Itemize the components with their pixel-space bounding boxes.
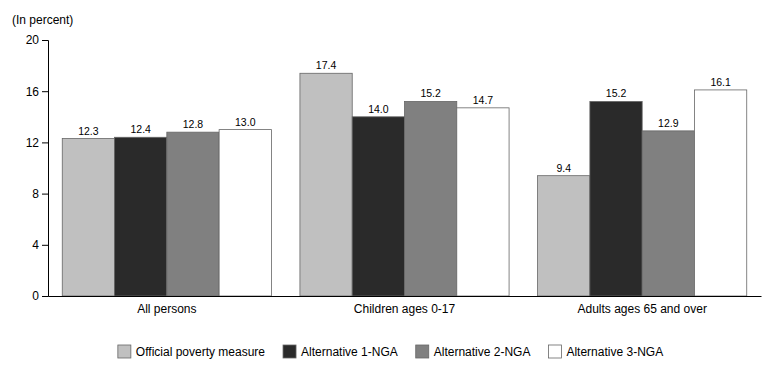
data-label: 15.2	[606, 87, 627, 99]
data-label: 16.1	[710, 76, 731, 88]
data-label: 12.9	[658, 117, 679, 129]
legend-label: Alternative 2-NGA	[434, 345, 531, 359]
y-tick: 12	[26, 136, 48, 150]
y-tick-mark	[42, 194, 48, 195]
x-tick-label: All persons	[137, 302, 196, 316]
data-label: 12.8	[183, 118, 204, 130]
bar	[219, 130, 271, 296]
bar	[62, 139, 114, 296]
y-tick: 0	[32, 289, 48, 303]
data-labels: 12.3 17.4 9.4 12.4 14.0 15.2 12.8 15.2 12.9 13.0 1…	[78, 59, 731, 173]
bar	[694, 90, 746, 296]
legend-label: Alternative 1-NGA	[301, 345, 398, 359]
data-label: 12.4	[130, 123, 151, 135]
x-axis-line	[49, 296, 762, 297]
legend-label: Official poverty measure	[136, 345, 265, 359]
bar	[590, 101, 642, 296]
y-tick: 16	[26, 85, 48, 99]
bar	[115, 137, 167, 296]
bar	[457, 108, 509, 296]
y-tick-label: 16	[26, 85, 40, 99]
y-tick-label: 20	[26, 33, 40, 47]
data-label: 14.7	[473, 94, 494, 106]
legend: Official poverty measure Alternative 1-NG…	[118, 345, 663, 359]
legend-swatch	[416, 345, 429, 358]
data-label: 14.0	[368, 103, 389, 115]
x-tick: Adults ages 65 and over	[577, 302, 706, 316]
x-tick: Children ages 0-17	[354, 302, 456, 316]
y-axis-line	[42, 41, 49, 297]
y-tick-label: 0	[32, 289, 39, 303]
legend-item: Alternative 2-NGA	[416, 345, 531, 359]
y-tick-label: 8	[32, 187, 39, 201]
bars	[62, 73, 746, 296]
bar	[167, 132, 219, 296]
data-label: 15.2	[420, 87, 441, 99]
bar	[352, 117, 404, 296]
chart: 12.3 17.4 9.4 12.4 14.0 15.2 12.8 15.2 12.9 13.0 1…	[0, 0, 781, 368]
legend-swatch	[548, 345, 561, 358]
x-axis: All persons Children ages 0-17 Adults ages…	[49, 297, 762, 316]
y-tick: 4	[32, 238, 48, 252]
bar	[538, 176, 590, 296]
legend-label: Alternative 3-NGA	[566, 345, 663, 359]
y-tick-mark	[42, 91, 48, 92]
y-tick: 20	[26, 33, 48, 47]
legend-swatch	[118, 345, 131, 358]
y-tick: 8	[32, 187, 48, 201]
data-label: 12.3	[78, 125, 99, 137]
y-tick-label: 12	[26, 136, 40, 150]
data-label: 13.0	[235, 116, 256, 128]
bar	[300, 73, 352, 296]
x-tick-label: Adults ages 65 and over	[577, 302, 706, 316]
y-tick-label: 4	[32, 238, 39, 252]
plot: 12.3 17.4 9.4 12.4 14.0 15.2 12.8 15.2 12.9 13.0 1…	[26, 33, 762, 315]
y-axis-label: (In percent)	[12, 13, 73, 27]
legend-item: Alternative 1-NGA	[283, 345, 398, 359]
y-tick-mark	[42, 245, 48, 246]
y-axis: 0 4 8 12 16 20	[26, 33, 49, 303]
data-label: 17.4	[316, 59, 337, 71]
y-tick-mark	[42, 296, 48, 297]
y-tick-mark	[42, 40, 48, 41]
data-label: 9.4	[556, 162, 571, 174]
legend-swatch	[283, 345, 296, 358]
bar	[405, 101, 457, 296]
y-tick-mark	[42, 142, 48, 143]
x-tick: All persons	[137, 302, 196, 316]
bar	[642, 131, 694, 296]
x-tick-label: Children ages 0-17	[354, 302, 456, 316]
legend-item: Alternative 3-NGA	[548, 345, 663, 359]
legend-item: Official poverty measure	[118, 345, 265, 359]
